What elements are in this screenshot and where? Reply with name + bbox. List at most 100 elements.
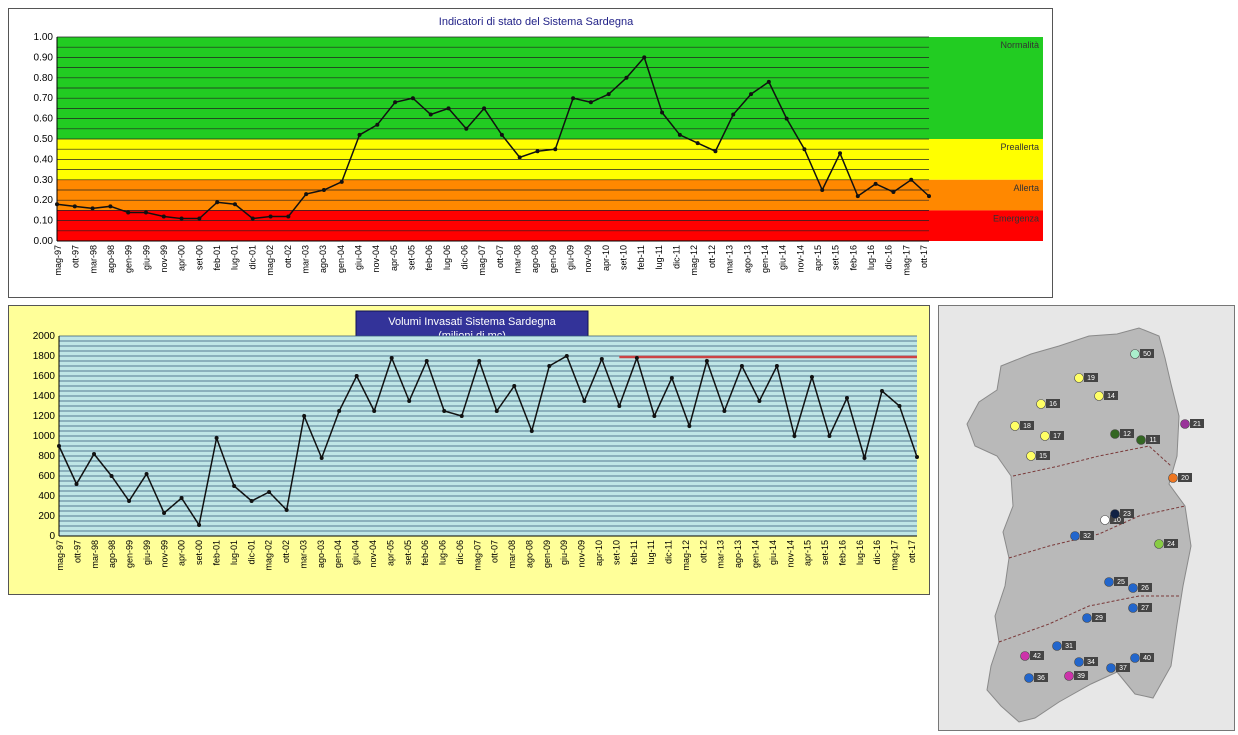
data-point [897, 404, 902, 408]
x-tick-label: ott-07 [495, 245, 505, 268]
x-tick-label: ago-13 [742, 245, 752, 273]
reservoir-label-box [1080, 531, 1094, 540]
data-point [197, 523, 202, 527]
x-tick-label: feb-16 [837, 540, 847, 566]
data-point [339, 179, 344, 184]
x-tick-label: set-10 [619, 245, 629, 270]
x-tick-label: gen-14 [751, 540, 761, 568]
data-point [784, 116, 789, 121]
reservoir-label-box [1138, 583, 1152, 592]
reservoir-marker [1074, 657, 1084, 667]
data-point [909, 177, 914, 182]
reservoir-label: 12 [1123, 431, 1131, 438]
data-point [232, 202, 237, 207]
x-tick-label: giu-99 [141, 245, 151, 270]
x-tick-label: ott-02 [283, 245, 293, 268]
data-point [588, 100, 593, 105]
x-tick-label: feb-06 [420, 540, 430, 566]
indicator-chart: Indicatori di stato del Sistema Sardegna… [34, 16, 1043, 276]
x-tick-label: mar-03 [298, 540, 308, 569]
data-point [494, 409, 499, 413]
x-tick-label: set-00 [194, 245, 204, 270]
x-tick-label: gen-09 [548, 245, 558, 273]
reservoir-label-box [1034, 673, 1048, 682]
data-point [304, 192, 309, 197]
data-point [127, 499, 132, 503]
x-tick-label: apr-10 [594, 540, 604, 566]
x-tick-label: mag-07 [472, 540, 482, 571]
x-tick-label: gen-04 [336, 245, 346, 273]
data-point [179, 496, 184, 500]
x-tick-label: dic-06 [455, 540, 465, 565]
x-tick-label: ott-07 [490, 540, 500, 563]
data-point [855, 194, 860, 199]
x-tick-label: nov-14 [795, 245, 805, 273]
x-tick-label: ott-12 [698, 540, 708, 563]
reservoir-marker [1168, 473, 1178, 483]
x-tick-label: giu-04 [353, 245, 363, 270]
data-point [108, 204, 113, 209]
reservoir-marker [1094, 391, 1104, 401]
y-tick-label: 1400 [33, 391, 56, 402]
y-tick-label: 600 [38, 471, 55, 482]
reservoir-label: 42 [1033, 653, 1041, 660]
x-tick-label: feb-01 [211, 540, 221, 566]
data-point [424, 359, 429, 363]
y-tick-label: 0 [49, 531, 55, 542]
data-point [74, 482, 79, 486]
x-tick-label: feb-06 [424, 245, 434, 271]
x-tick-label: nov-09 [577, 540, 587, 568]
series-line [56, 55, 930, 220]
x-tick-label: nov-04 [368, 540, 378, 568]
data-point [634, 356, 639, 360]
reservoir-marker [1026, 451, 1036, 461]
chart-title: Indicatori di stato del Sistema Sardegna [439, 16, 634, 28]
data-point [72, 204, 77, 209]
data-point [547, 364, 552, 368]
reservoir-label: 14 [1107, 393, 1115, 400]
x-tick-label: ott-97 [72, 540, 82, 563]
x-tick-label: apr-05 [385, 540, 395, 566]
y-tick-label: 0.10 [34, 216, 54, 227]
reservoir-label: 18 [1023, 423, 1031, 430]
data-point [302, 414, 307, 418]
x-tick-label: ago-08 [530, 245, 540, 273]
reservoir-label: 21 [1193, 421, 1201, 428]
reservoir-label: 50 [1143, 351, 1151, 358]
y-tick-label: 0.30 [34, 175, 54, 186]
reservoir-marker [1154, 539, 1164, 549]
y-tick-label: 1000 [33, 431, 56, 442]
data-point [827, 434, 832, 438]
reservoir-label: 31 [1065, 643, 1073, 650]
x-tick-label: giu-14 [778, 245, 788, 270]
band-label: Normalità [1000, 40, 1039, 50]
x-tick-label: mar-98 [88, 245, 98, 274]
reservoir-marker [1136, 435, 1146, 445]
data-point [599, 357, 604, 361]
reservoir-label: 19 [1087, 375, 1095, 382]
x-tick-label: ott-97 [71, 245, 81, 268]
y-tick-label: 0.50 [34, 134, 54, 145]
chart-title: Volumi Invasati Sistema Sardegna [388, 316, 556, 328]
sardinia-map-panel: 50 19 14 18 16 17 15 12 11 21 20 10 23 24 32 25 26 27 29 31… [938, 305, 1235, 731]
x-tick-label: ago-98 [106, 245, 116, 273]
reservoir-label-box [1120, 429, 1134, 438]
reservoir-marker [1130, 653, 1140, 663]
band-label: Preallerta [1000, 142, 1039, 152]
reservoir-label-box [1120, 509, 1134, 518]
y-tick-label: 1.00 [34, 32, 54, 43]
x-tick-label: lug-06 [438, 540, 448, 565]
reservoir-label: 34 [1087, 659, 1095, 666]
x-tick-label: giu-09 [559, 540, 569, 565]
data-point [739, 364, 744, 368]
data-point [375, 122, 380, 127]
data-point [529, 429, 534, 433]
y-tick-label: 200 [38, 511, 55, 522]
data-point [766, 79, 771, 84]
data-point [564, 354, 569, 358]
y-tick-label: 0.90 [34, 52, 54, 63]
x-tick-label: set-00 [194, 540, 204, 565]
reservoir-label-box [1110, 515, 1124, 524]
data-point [624, 75, 629, 80]
